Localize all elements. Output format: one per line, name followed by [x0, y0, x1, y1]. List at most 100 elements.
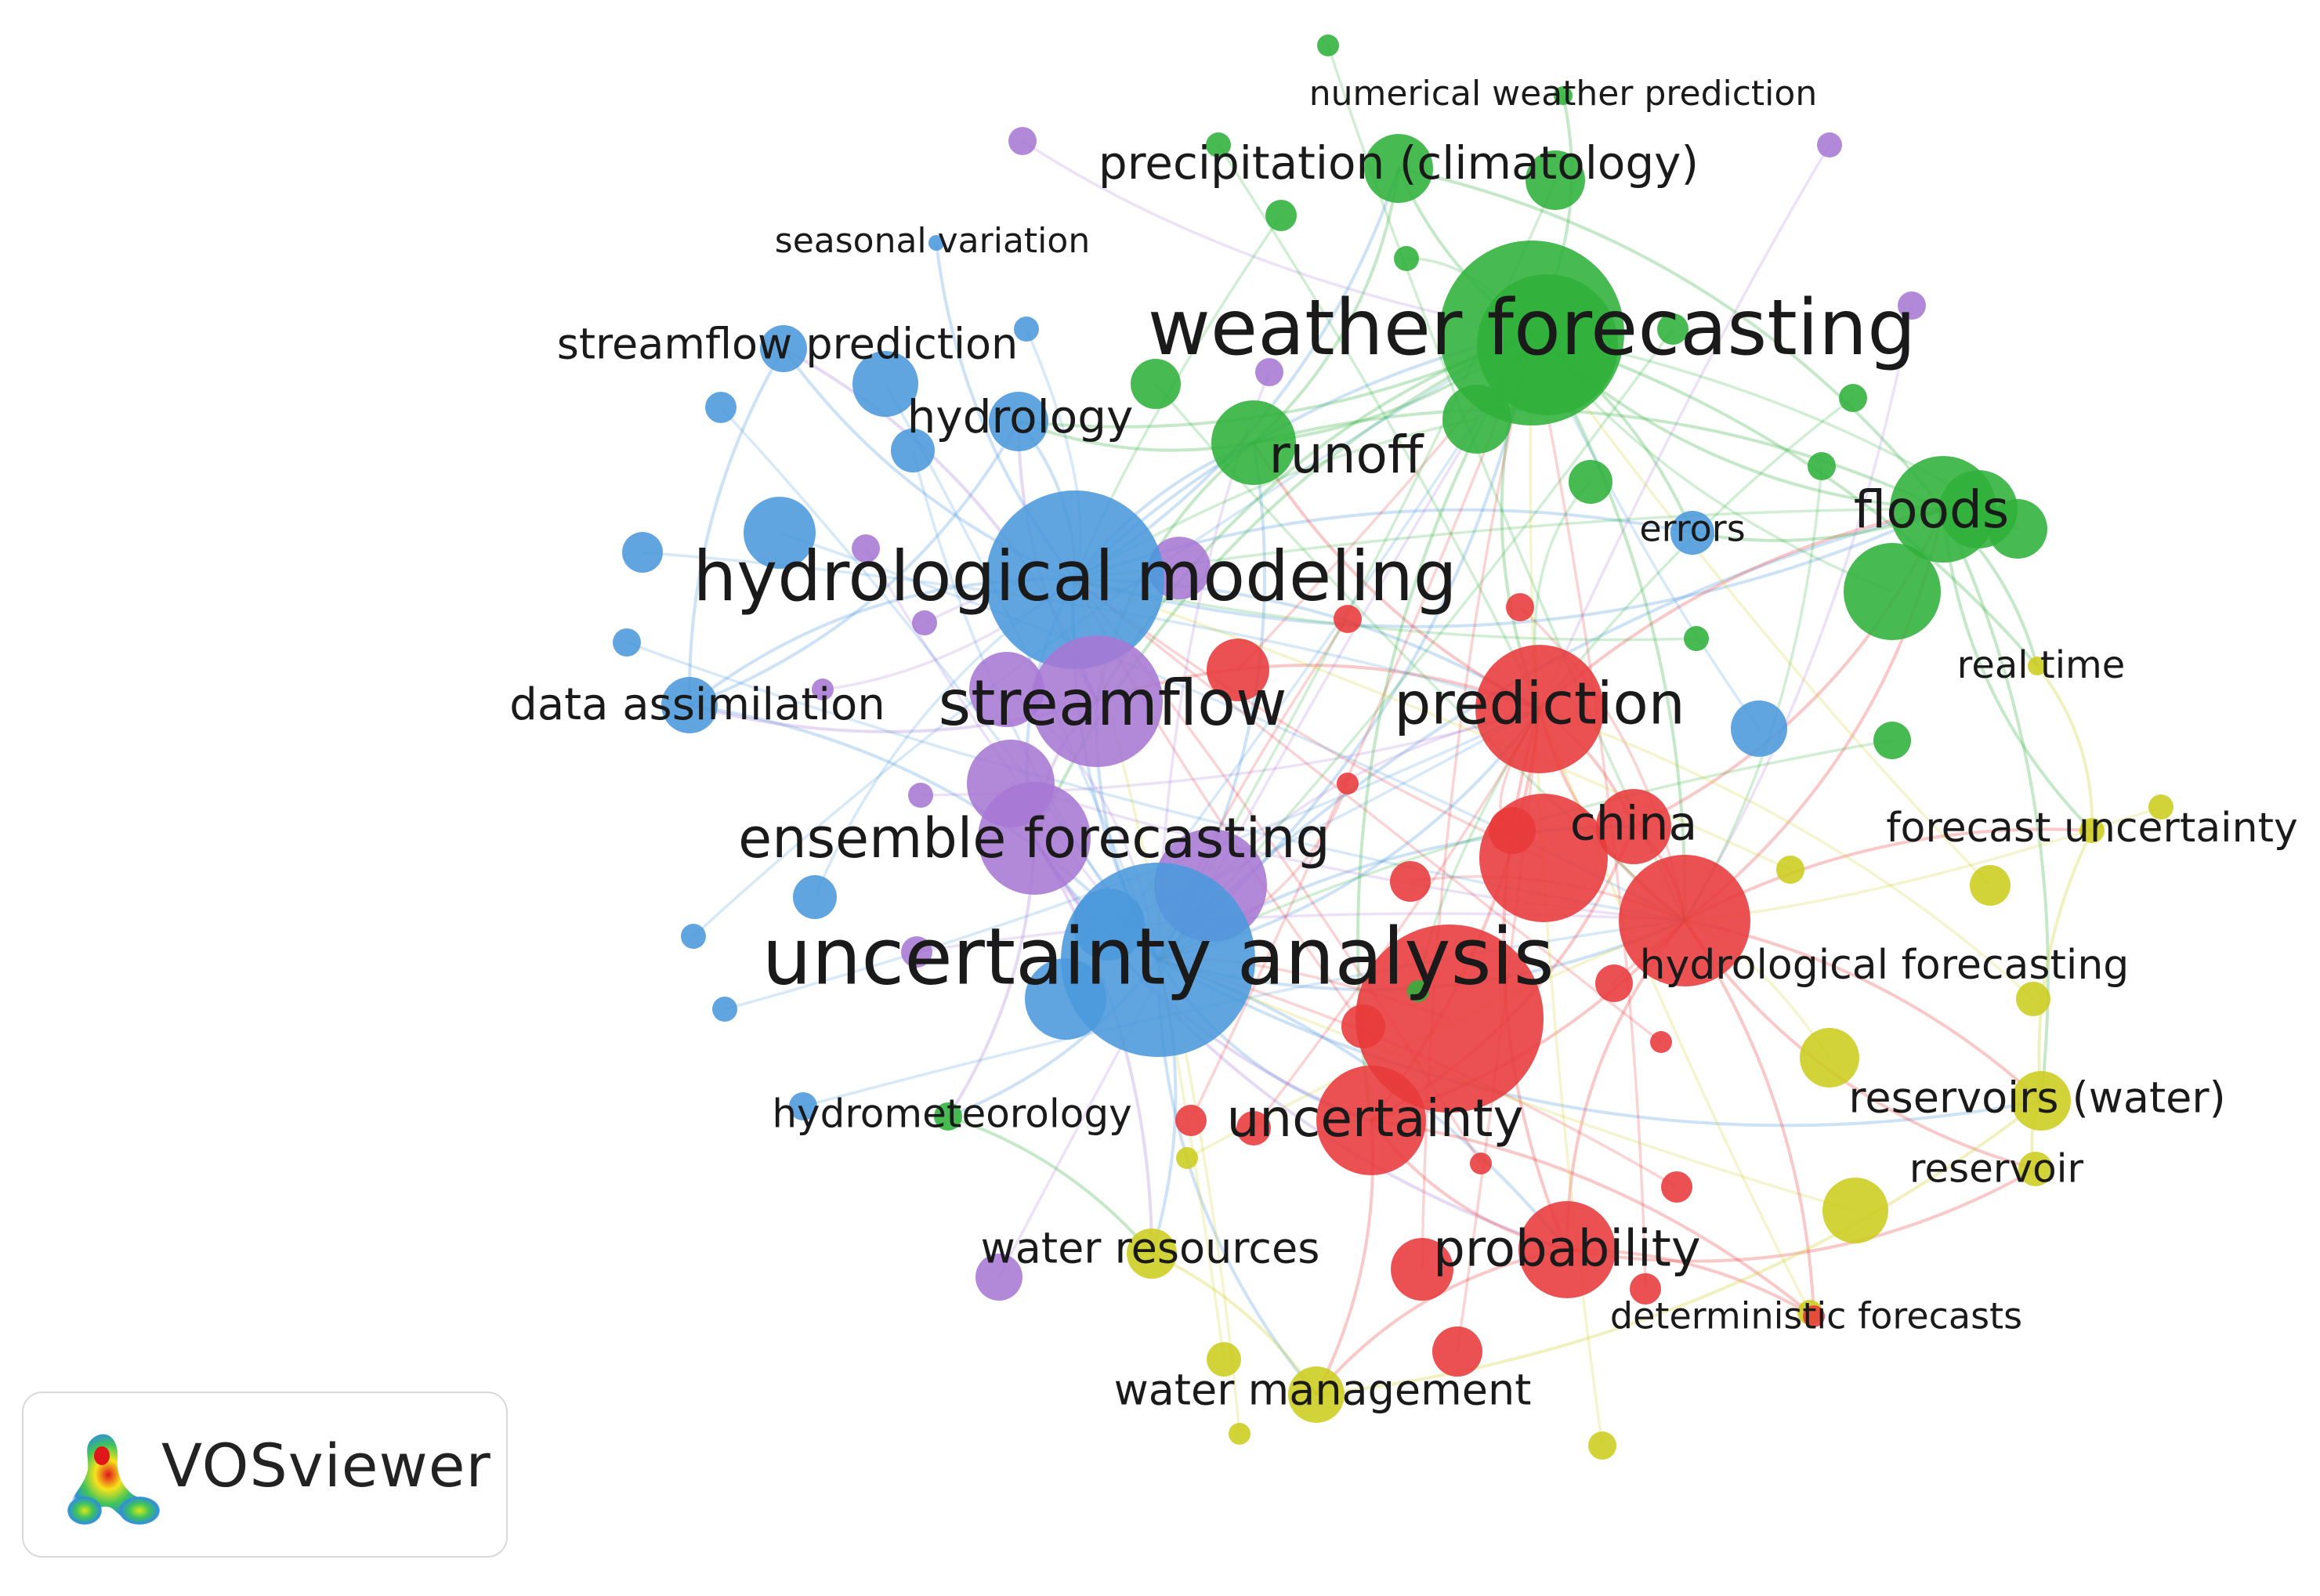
network-bubble-purple	[901, 936, 932, 968]
node-label-hydromet[interactable]: hydrometeorology	[772, 1091, 1131, 1137]
node-label-weather[interactable]: weather forecasting	[1148, 284, 1916, 373]
network-link-reservoirsw-watermgmt	[1316, 1099, 2043, 1396]
node-label-floods[interactable]: floods	[1854, 480, 2010, 540]
node-label-runoff[interactable]: runoff	[1269, 425, 1424, 485]
network-bubble-red	[1661, 1171, 1692, 1203]
node-forecastunc[interactable]	[2079, 818, 2105, 843]
node-weather[interactable]	[1439, 241, 1624, 425]
node-watermgmt[interactable]	[1288, 1366, 1345, 1423]
network-bubble-blue	[852, 351, 918, 417]
network-bubble-red	[1337, 773, 1359, 794]
node-uncanal[interactable]	[1061, 863, 1255, 1057]
node-label-errors[interactable]: errors	[1639, 508, 1745, 550]
network-bubble-purple	[969, 652, 1044, 727]
network-bubble-blue	[744, 497, 816, 569]
node-hydromet[interactable]	[934, 1102, 962, 1131]
node-label-uncanal[interactable]: uncertainty analysis	[762, 910, 1554, 1002]
node-label-determ[interactable]: deterministic forecasts	[1610, 1295, 2022, 1337]
network-link-floods-precip	[1398, 167, 1945, 511]
node-streamflow[interactable]	[1031, 635, 1163, 767]
node-dataassim[interactable]	[661, 677, 718, 733]
node-label-reservoir[interactable]: reservoir	[1909, 1146, 2084, 1192]
node-ensemble[interactable]	[978, 782, 1091, 895]
network-bubble-yellow	[1176, 1147, 1198, 1169]
network-link-extra	[1217, 144, 1541, 710]
node-label-china[interactable]: china	[1570, 797, 1697, 852]
network-link-extra	[1538, 144, 1831, 710]
node-label-streamflow[interactable]: streamflow	[938, 667, 1287, 740]
node-label-numerical[interactable]: numerical weather prediction	[1309, 74, 1817, 114]
node-label-sfpred[interactable]: streamflow prediction	[557, 320, 1019, 369]
network-bubble-yellow	[1207, 1342, 1241, 1377]
node-hydromod[interactable]	[986, 490, 1164, 669]
network-bubble-green	[1569, 460, 1612, 504]
network-bubble-yellow	[1588, 1431, 1616, 1460]
network-link-dataassim-hydrology	[689, 421, 1020, 707]
node-label-prediction[interactable]: prediction	[1394, 671, 1685, 738]
node-errors[interactable]	[1670, 511, 1714, 555]
node-hydrofc[interactable]	[1619, 855, 1750, 986]
node-label-waterres[interactable]: water resources	[981, 1224, 1320, 1273]
node-label-reservoirsw[interactable]: reservoirs (water)	[1848, 1073, 2225, 1123]
network-link-extra	[1074, 578, 1697, 642]
node-label-probability[interactable]: probability	[1433, 1221, 1700, 1279]
network-link-floods-reservoirsw	[1942, 508, 2050, 1102]
network-link-extra	[1010, 782, 1685, 922]
node-prediction[interactable]	[1475, 645, 1604, 773]
network-bubble-yellow	[2016, 982, 2050, 1016]
network-bubble-yellow	[1776, 856, 1804, 884]
network-bubble-green	[1265, 200, 1297, 231]
node-hydrology[interactable]	[989, 392, 1048, 451]
node-label-hydromod[interactable]: hydrological modeling	[693, 536, 1457, 617]
node-label-precip[interactable]: precipitation (climatology)	[1098, 136, 1699, 190]
network-bubble-blue	[705, 392, 737, 423]
network-bubble-green	[1808, 452, 1836, 480]
node-label-dataassim[interactable]: data assimilation	[509, 679, 885, 730]
node-china[interactable]	[1596, 789, 1671, 864]
network-bubble-red	[1506, 593, 1534, 621]
network-link-extra	[1530, 331, 1992, 887]
network-bubble-green	[1839, 384, 1867, 412]
node-waterres[interactable]	[1127, 1229, 1177, 1279]
node-label-ensemble[interactable]: ensemble forecasting	[738, 806, 1330, 870]
node-numerical[interactable]	[1554, 86, 1573, 105]
node-label-hydrofc[interactable]: hydrological forecasting	[1640, 942, 2130, 989]
vosviewer-density-logo-icon	[67, 1434, 160, 1525]
node-reservoirsw[interactable]	[2011, 1071, 2071, 1131]
network-bubble-blue	[1731, 700, 1787, 757]
node-probability[interactable]	[1518, 1201, 1616, 1298]
node-sfpred[interactable]	[760, 325, 807, 372]
network-link-extra	[1421, 332, 1533, 1270]
node-realtime[interactable]	[2028, 657, 2047, 675]
network-bubble-blue	[681, 924, 706, 949]
network-bubble-green	[1988, 499, 2047, 559]
node-seasonal[interactable]	[928, 235, 944, 251]
network-bubble-purple	[1898, 291, 1926, 320]
network-link-extra	[1074, 508, 1979, 581]
node-precip[interactable]	[1364, 134, 1433, 203]
node-label-seasonal[interactable]: seasonal variation	[775, 221, 1090, 261]
network-bubble-red	[1489, 807, 1536, 854]
network-bubble-purple	[975, 1254, 1022, 1301]
network-bubble-purple	[912, 610, 937, 635]
network-bubble-yellow	[1800, 1028, 1859, 1088]
node-uncertainty[interactable]	[1316, 1066, 1426, 1175]
node-label-hydrology[interactable]: hydrology	[907, 390, 1134, 443]
node-determ[interactable]	[1803, 1305, 1825, 1327]
node-floods[interactable]	[1890, 456, 1996, 563]
network-bubble-purple	[1817, 132, 1842, 157]
node-label-forecastunc[interactable]: forecast uncertainty	[1886, 805, 2298, 852]
network-bubble-red	[1595, 964, 1633, 1002]
node-runoff[interactable]	[1211, 400, 1296, 485]
network-link-waterres-watermgmt	[1151, 1252, 1318, 1396]
network-bubble-blue	[891, 429, 935, 472]
node-label-watermgmt[interactable]: water management	[1114, 1366, 1532, 1415]
node-reservoir[interactable]	[2018, 1152, 2053, 1186]
network-bubble-blue	[793, 875, 837, 919]
node-label-realtime[interactable]: real time	[1957, 643, 2126, 687]
network-bubble-red	[1207, 639, 1269, 701]
network-bubble-green	[1206, 132, 1231, 157]
node-label-uncertainty[interactable]: uncertainty	[1226, 1088, 1523, 1149]
network-bubble-green	[1684, 626, 1709, 651]
